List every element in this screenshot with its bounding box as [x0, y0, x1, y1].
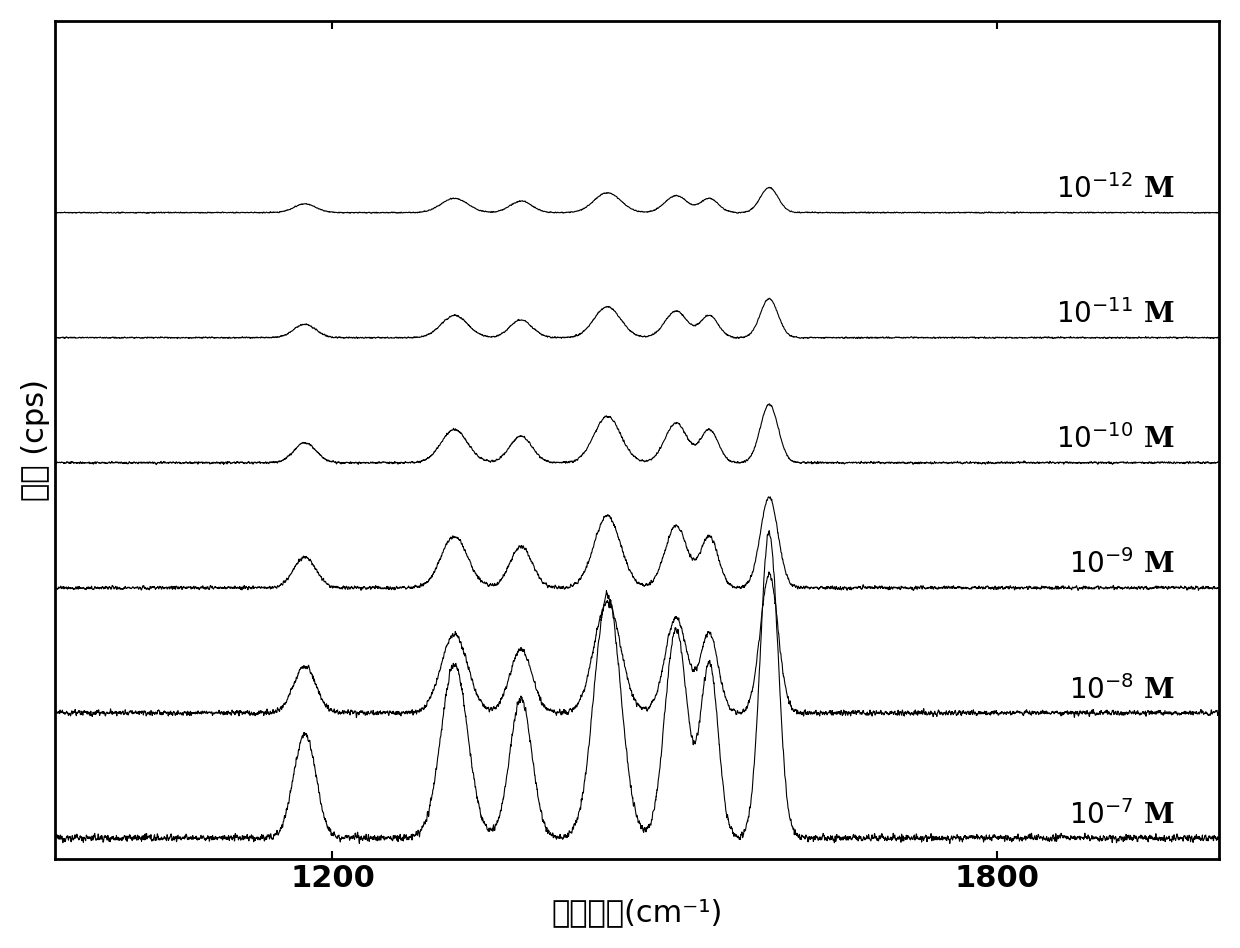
Text: $10^{-10}$ M: $10^{-10}$ M — [1056, 425, 1174, 454]
Text: $10^{-9}$ M: $10^{-9}$ M — [1069, 550, 1174, 579]
Text: $10^{-11}$ M: $10^{-11}$ M — [1056, 300, 1174, 329]
X-axis label: 拉曼峰位(cm⁻¹): 拉曼峰位(cm⁻¹) — [552, 898, 723, 927]
Text: $10^{-12}$ M: $10^{-12}$ M — [1056, 174, 1174, 204]
Y-axis label: 强度 (cps): 强度 (cps) — [21, 379, 50, 501]
Text: $10^{-7}$ M: $10^{-7}$ M — [1069, 800, 1174, 830]
Text: $10^{-8}$ M: $10^{-8}$ M — [1069, 675, 1174, 704]
